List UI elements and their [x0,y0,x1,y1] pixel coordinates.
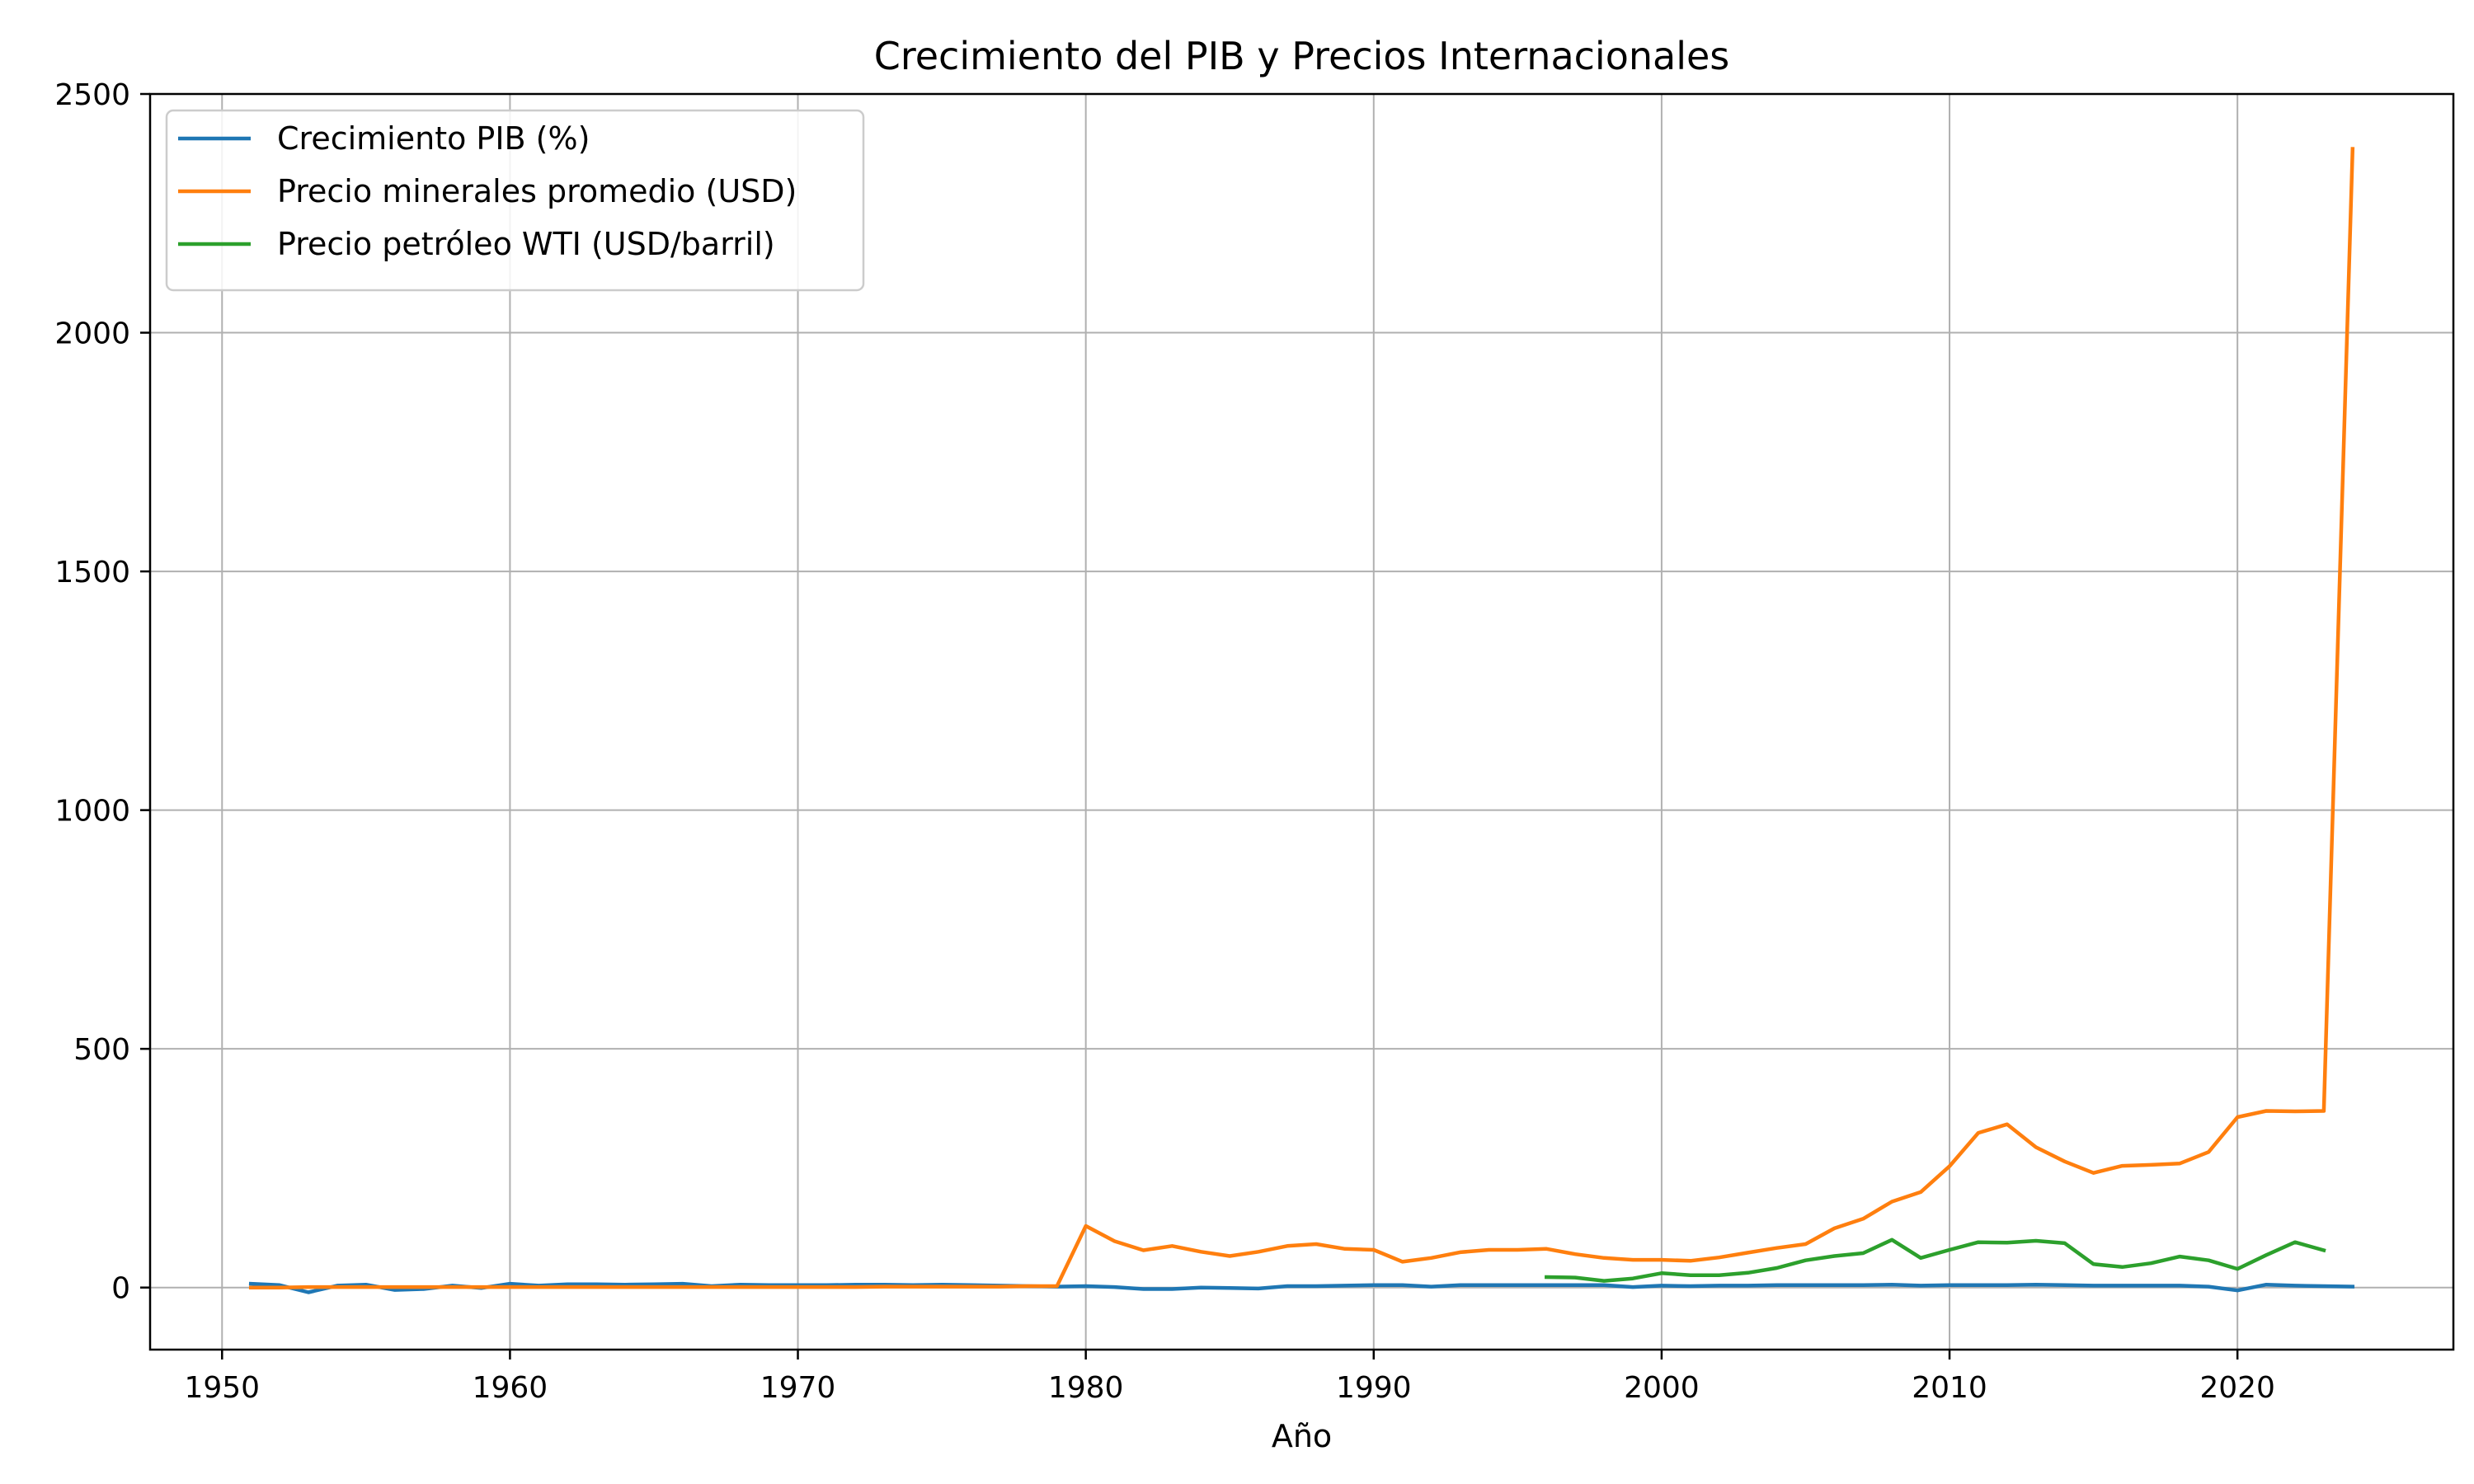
series-group [248,1281,2355,1294]
plot-frame [148,92,2455,1351]
y-tick-label: 2000 [54,317,130,351]
series-line [248,147,2355,1289]
x-tick-label: 1960 [473,1371,548,1405]
y-tick-label: 1000 [54,795,130,829]
series-layer [248,147,2355,1294]
x-tick-label: 1980 [1048,1371,1124,1405]
x-tick-label: 2020 [2199,1371,2275,1405]
x-tick-label: 1990 [1336,1371,1412,1405]
legend: Crecimiento PIB (%) Precio minerales prom… [165,109,865,292]
x-tick-label: 1950 [184,1371,260,1405]
x-axis-ticks: 1950 1960 1970 1980 1990 2000 2010 2020 [184,1350,2275,1405]
y-tick-label: 500 [73,1033,130,1067]
series-group [1545,1237,2326,1283]
series-line [1545,1237,2326,1283]
chart-title: Crecimiento del PIB y Precios Internacio… [874,34,1730,78]
x-tick-label: 1970 [760,1371,836,1405]
y-axis-ticks: 0 500 1000 1500 2000 2500 [54,78,150,1306]
legend-label: Precio minerales promedio (USD) [277,173,797,209]
x-axis-label: Año [1272,1418,1332,1454]
x-tick-label: 2000 [1624,1371,1700,1405]
y-tick-label: 0 [111,1272,130,1306]
x-tick-label: 2010 [1912,1371,1987,1405]
legend-box [165,109,865,292]
y-tick-label: 1500 [54,556,130,589]
legend-label: Crecimiento PIB (%) [277,120,590,157]
series-line [248,1281,2355,1294]
y-tick-label: 2500 [54,78,130,112]
series-group [248,147,2355,1289]
legend-label: Precio petróleo WTI (USD/barril) [277,226,775,262]
